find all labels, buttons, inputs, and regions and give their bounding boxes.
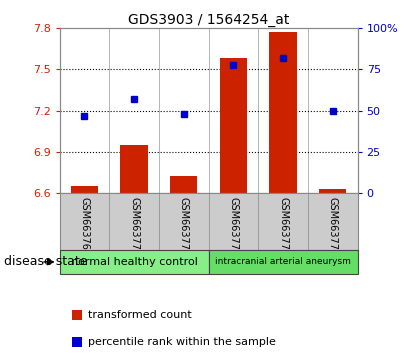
- Bar: [71, 186, 98, 193]
- Text: GSM663774: GSM663774: [328, 198, 338, 257]
- Bar: [270, 33, 297, 193]
- Text: GSM663773: GSM663773: [278, 198, 288, 257]
- Text: disease state: disease state: [4, 256, 88, 268]
- Text: percentile rank within the sample: percentile rank within the sample: [88, 337, 276, 347]
- Text: transformed count: transformed count: [88, 310, 192, 320]
- Title: GDS3903 / 1564254_at: GDS3903 / 1564254_at: [128, 13, 289, 27]
- Text: normal healthy control: normal healthy control: [71, 257, 198, 267]
- Text: intracranial arterial aneurysm: intracranial arterial aneurysm: [215, 257, 351, 267]
- Bar: [170, 176, 197, 193]
- Bar: [208, 250, 358, 274]
- Text: GSM663769: GSM663769: [79, 198, 90, 256]
- Bar: [220, 58, 247, 193]
- Bar: [120, 145, 148, 193]
- Bar: [60, 250, 209, 274]
- Text: GSM663772: GSM663772: [229, 198, 238, 257]
- Bar: [319, 189, 346, 193]
- Text: GSM663771: GSM663771: [179, 198, 189, 257]
- Text: GSM663770: GSM663770: [129, 198, 139, 257]
